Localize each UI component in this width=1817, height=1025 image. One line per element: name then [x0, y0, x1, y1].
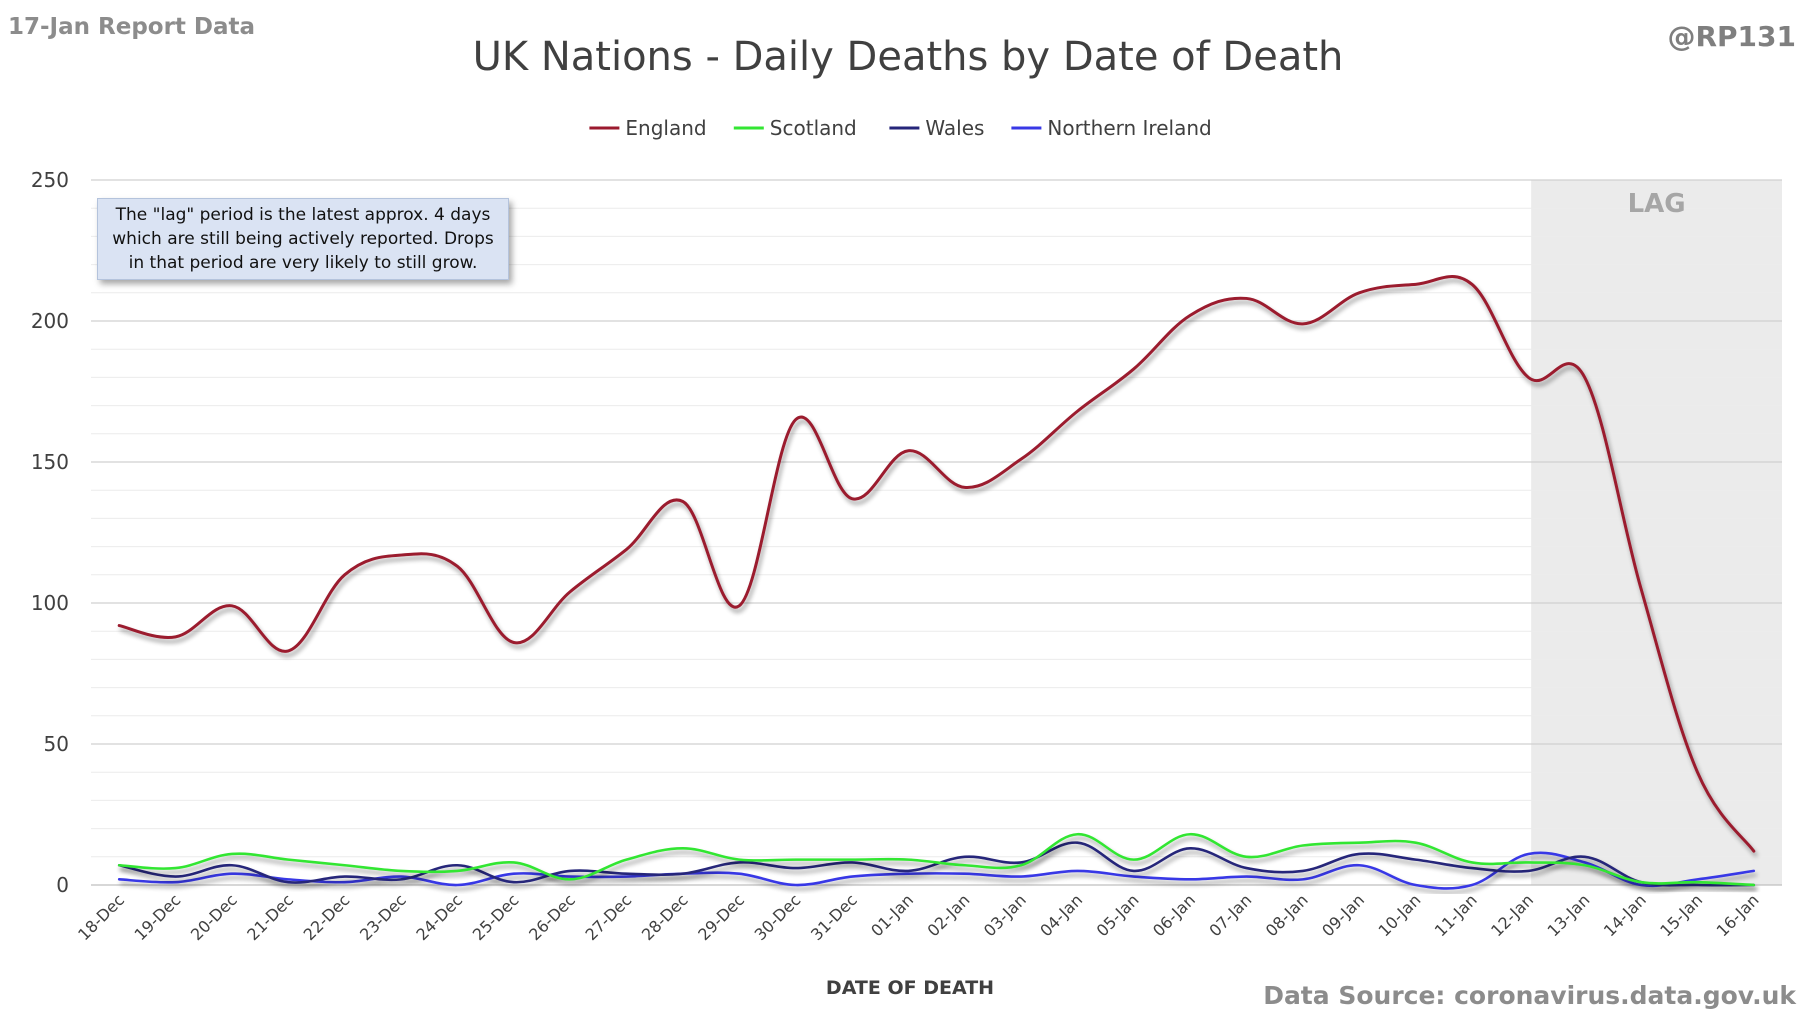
- x-axis-title: DATE OF DEATH: [826, 977, 994, 999]
- lag-label: LAG: [1628, 189, 1686, 219]
- series-lines: [117, 275, 1756, 890]
- lag-note: The "lag" period is the latest approx. 4…: [97, 198, 509, 280]
- x-tick-label: 13-Jan: [1544, 890, 1594, 940]
- x-tick-label: 26-Dec: [525, 890, 579, 944]
- x-tick-label: 27-Dec: [582, 890, 636, 944]
- legend: England Scotland Wales Northern Ireland: [589, 116, 1212, 140]
- y-tick-label: 50: [44, 732, 69, 756]
- y-tick-label: 100: [31, 591, 69, 615]
- x-tick-label: 05-Jan: [1093, 890, 1143, 940]
- x-tick-label: 01-Jan: [867, 890, 917, 940]
- y-tick-label: 0: [56, 873, 69, 897]
- series-line-england: [117, 275, 1756, 853]
- series-line-scotland: [117, 832, 1756, 887]
- x-tick-label: 20-Dec: [187, 890, 241, 944]
- x-axis-tick-labels: 18-Dec 19-Dec 20-Dec 21-Dec 22-Dec 23-Dec 24-D…: [74, 890, 1762, 944]
- series-line-northern-ireland: [117, 851, 1756, 890]
- x-tick-label: 04-Jan: [1036, 890, 1086, 940]
- x-tick-label: 10-Jan: [1374, 890, 1424, 940]
- x-tick-label: 07-Jan: [1205, 890, 1255, 940]
- x-tick-label: 22-Dec: [300, 890, 354, 944]
- y-tick-label: 150: [31, 450, 69, 474]
- x-tick-label: 19-Dec: [131, 890, 185, 944]
- x-tick-label: 31-Dec: [807, 890, 861, 944]
- chart-title: UK Nations - Daily Deaths by Date of Dea…: [473, 34, 1344, 80]
- x-tick-label: 15-Jan: [1656, 890, 1706, 940]
- legend-label-scotland: Scotland: [770, 116, 857, 140]
- legend-label-northern-ireland: Northern Ireland: [1047, 116, 1211, 140]
- series-line-wales: [117, 841, 1756, 887]
- x-tick-label: 03-Jan: [980, 890, 1030, 940]
- legend-label-wales: Wales: [925, 116, 984, 140]
- x-tick-label: 02-Jan: [924, 890, 974, 940]
- data-source: Data Source: coronavirus.data.gov.uk: [1263, 981, 1797, 1010]
- minor-gridlines: [91, 207, 1782, 858]
- x-tick-label: 09-Jan: [1318, 890, 1368, 940]
- x-tick-label: 08-Jan: [1262, 890, 1312, 940]
- y-axis-tick-labels: 0 50 100 150 200 250: [31, 168, 69, 897]
- x-tick-label: 11-Jan: [1431, 890, 1481, 940]
- x-tick-label: 24-Dec: [412, 890, 466, 944]
- x-tick-label: 16-Jan: [1713, 890, 1763, 940]
- lag-shade: [1531, 180, 1782, 885]
- x-tick-label: 30-Dec: [751, 890, 805, 944]
- x-tick-label: 28-Dec: [638, 890, 692, 944]
- report-label: 17-Jan Report Data: [8, 14, 255, 40]
- author-handle: @RP131: [1667, 20, 1796, 53]
- x-tick-label: 29-Dec: [694, 890, 748, 944]
- x-tick-label: 06-Jan: [1149, 890, 1199, 940]
- legend-label-england: England: [625, 116, 706, 140]
- x-tick-label: 21-Dec: [243, 890, 297, 944]
- x-tick-label: 23-Dec: [356, 890, 410, 944]
- x-tick-label: 18-Dec: [74, 890, 128, 944]
- y-tick-label: 250: [31, 168, 69, 192]
- x-tick-label: 25-Dec: [469, 890, 523, 944]
- major-gridlines: [91, 179, 1782, 886]
- y-tick-label: 200: [31, 309, 69, 333]
- x-tick-label: 12-Jan: [1487, 890, 1537, 940]
- x-tick-label: 14-Jan: [1600, 890, 1650, 940]
